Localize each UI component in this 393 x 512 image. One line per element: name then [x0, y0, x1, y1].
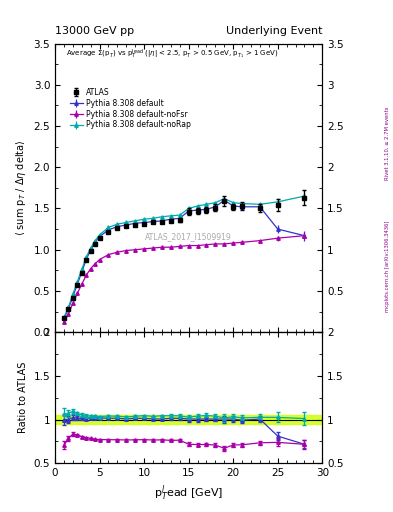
Y-axis label: $\langle$ sum p$_T$ / $\Delta\eta$ delta$\rangle$: $\langle$ sum p$_T$ / $\Delta\eta$ delta…	[14, 140, 28, 236]
Legend: ATLAS, Pythia 8.308 default, Pythia 8.308 default-noFsr, Pythia 8.308 default-no: ATLAS, Pythia 8.308 default, Pythia 8.30…	[70, 88, 191, 130]
Text: mcplots.cern.ch [arXiv:1306.3436]: mcplots.cern.ch [arXiv:1306.3436]	[385, 221, 389, 312]
Bar	[55, 415, 322, 424]
Text: Average $\Sigma$(p$_T$) vs p$_T^{\rm lead}$ ($|\eta|$ < 2.5, p$_T$ > 0.5 GeV, p$: Average $\Sigma$(p$_T$) vs p$_T^{\rm lea…	[66, 48, 278, 61]
Text: Rivet 3.1.10, ≥ 2.7M events: Rivet 3.1.10, ≥ 2.7M events	[385, 106, 389, 180]
X-axis label: p$_T^l$ead [GeV]: p$_T^l$ead [GeV]	[154, 484, 223, 503]
Text: 13000 GeV pp: 13000 GeV pp	[55, 26, 134, 36]
Y-axis label: Ratio to ATLAS: Ratio to ATLAS	[18, 362, 28, 434]
Text: ATLAS_2017_I1509919: ATLAS_2017_I1509919	[145, 232, 232, 242]
Text: Underlying Event: Underlying Event	[226, 26, 322, 36]
